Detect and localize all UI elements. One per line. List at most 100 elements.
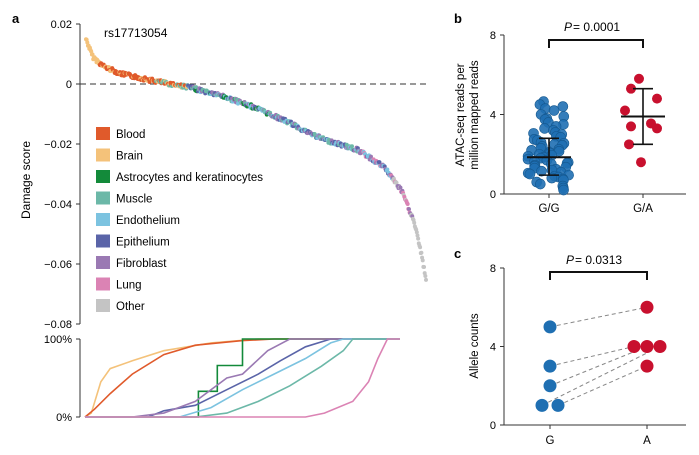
legend-label: Brain [116,151,143,163]
panel-c-ylabel: Allele counts [469,313,481,378]
legend-swatch [96,148,110,162]
a-allele-point [640,359,654,373]
significance-bracket [548,39,644,48]
panel-a-letter: a [12,11,20,26]
legend-label: Blood [116,129,145,141]
legend-swatch [96,299,110,312]
damage-point [420,258,425,263]
legend-swatch [96,277,110,291]
x-tick-label: G [546,435,555,447]
panel-b-letter: b [454,11,462,26]
damage-point [422,265,427,270]
damage-point [406,207,411,212]
damage-point [412,220,417,225]
y-tick-label: 4 [490,110,496,122]
a-allele-point [640,300,654,314]
damage-point [349,144,354,149]
y-tick-label: 8 [490,30,496,42]
legend-label: Lung [116,280,142,292]
y-tick-label: 0% [56,412,72,424]
y-tick-label: −0.04 [44,199,72,211]
pair-line [557,365,648,406]
panel-b-pvalue: = 0.0001 [573,20,620,34]
gg-point [536,165,547,177]
allele-counts-plot: 0 4 8 G A [490,263,686,447]
g-allele-point [543,379,557,393]
ga-point [620,105,630,116]
damage-point [377,160,382,165]
cumulative-line-endothelium [85,338,400,418]
a-allele-point [627,340,641,353]
y-tick-label: −0.02 [44,139,72,151]
ga-point [626,83,636,94]
panel-b-ylabel-line2: million mapped reads [469,60,481,170]
legend-label: Other [116,301,145,313]
legend-swatch [96,256,110,269]
damage-point [419,250,424,255]
legend-swatch [96,234,110,248]
panel-b-ylabel-line1: ATAC-seq reads per [455,63,467,166]
pair-line [549,306,648,328]
cumulative-plot: 100% 0% [44,334,400,424]
pair-line [549,346,648,387]
damage-point [416,236,421,241]
y-tick-label: 0 [66,79,72,91]
ga-point [634,73,644,84]
damage-point [414,230,419,235]
legend-label: Fibroblast [116,258,167,270]
y-tick-label: 8 [490,263,496,275]
legend-swatch [96,191,110,205]
damage-point [398,185,403,190]
g-allele-point [543,320,557,334]
g-allele-point [551,398,565,412]
y-tick-label: 4 [490,342,496,354]
y-tick-label: −0.06 [44,259,72,271]
pair-line [549,346,635,367]
y-tick-label: 100% [44,334,72,346]
g-allele-point [543,359,557,373]
damage-point [85,40,90,45]
damage-point [394,180,399,185]
damage-point [405,201,410,206]
cumulative-line-fibroblast [85,338,400,418]
g-allele-point [535,398,549,412]
legend-swatch [96,127,110,140]
panel-c-letter: c [454,246,461,261]
legend-label: Epithelium [116,237,170,249]
gg-point [548,105,560,116]
panel-b-pvalue-symbol: P [564,20,572,34]
ga-point [652,123,662,134]
damage-score-plot: 0.02 0 −0.02 −0.04 −0.06 −0.08 [44,19,428,331]
damage-point [424,277,428,282]
panel-c-pvalue: = 0.0313 [575,253,622,267]
x-tick-label: G/A [633,203,653,215]
cumulative-line-lung [85,338,400,418]
panel-c-pvalue-symbol: P [566,253,574,267]
damage-point [385,167,390,172]
gg-point [524,168,536,180]
gg-point [539,123,550,134]
y-tick-label: 0 [490,420,496,432]
damage-point [415,233,420,238]
gg-point [558,184,569,196]
damage-point [423,274,428,279]
a-allele-point [653,340,667,353]
ga-point [636,157,646,168]
ga-point [624,139,634,150]
damage-point [418,245,423,250]
legend-swatch [96,213,110,226]
damage-point [89,49,94,54]
a-allele-point [640,340,654,353]
pair-line [541,346,661,406]
gg-point [557,101,569,112]
x-tick-label: A [643,435,651,447]
ga-point [652,93,662,104]
tissue-legend: Blood Brain Astrocytes and keratinocytes Mu… [96,127,263,313]
legend-label: Muscle [116,194,152,206]
snp-annotation: rs17713054 [104,26,168,40]
atac-seq-plot: 0 4 8 G/G G/A [490,30,686,215]
legend-label: Endothelium [116,215,180,227]
y-tick-label: −0.08 [44,319,72,331]
significance-bracket [549,271,648,280]
